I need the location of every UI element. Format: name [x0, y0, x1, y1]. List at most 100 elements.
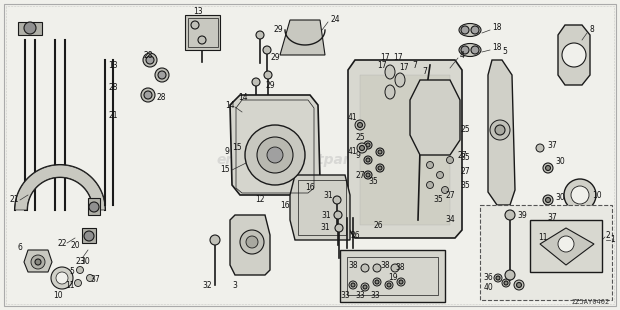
Text: ZZ5AY0402: ZZ5AY0402	[572, 299, 610, 305]
Circle shape	[536, 211, 544, 219]
Text: 6: 6	[17, 243, 22, 253]
Circle shape	[358, 122, 363, 127]
Bar	[347, 257, 438, 295]
Circle shape	[263, 46, 271, 54]
Text: 28: 28	[108, 83, 118, 92]
Circle shape	[364, 156, 372, 164]
Text: 29: 29	[265, 81, 275, 90]
Circle shape	[564, 179, 596, 211]
Circle shape	[376, 148, 384, 156]
Text: 31: 31	[321, 210, 331, 219]
Ellipse shape	[459, 43, 481, 56]
Polygon shape	[230, 95, 320, 195]
Circle shape	[56, 272, 68, 284]
Circle shape	[543, 163, 553, 173]
Text: 25: 25	[460, 126, 470, 135]
Circle shape	[158, 71, 166, 79]
Circle shape	[558, 236, 574, 252]
Text: 5: 5	[69, 268, 74, 277]
Polygon shape	[230, 215, 270, 275]
Text: 15: 15	[232, 144, 242, 153]
Polygon shape	[24, 250, 52, 272]
Text: 29: 29	[273, 25, 283, 34]
Text: 38: 38	[348, 260, 358, 269]
Circle shape	[505, 210, 515, 220]
Circle shape	[155, 68, 169, 82]
Circle shape	[471, 26, 479, 34]
Ellipse shape	[385, 65, 395, 79]
Circle shape	[543, 195, 553, 205]
Circle shape	[349, 281, 357, 289]
Text: 17: 17	[393, 52, 403, 61]
Text: 30: 30	[555, 157, 565, 166]
Polygon shape	[410, 80, 460, 155]
Circle shape	[378, 150, 382, 154]
Text: 37: 37	[90, 276, 100, 285]
Circle shape	[256, 31, 264, 39]
Circle shape	[74, 280, 81, 286]
Text: 7: 7	[423, 68, 427, 77]
Circle shape	[87, 274, 94, 281]
Text: 27: 27	[457, 150, 467, 160]
Polygon shape	[558, 25, 590, 85]
Circle shape	[267, 147, 283, 163]
Circle shape	[366, 173, 370, 177]
Text: 21: 21	[108, 110, 118, 119]
Text: 34: 34	[445, 215, 455, 224]
Circle shape	[198, 36, 206, 44]
Text: 26: 26	[350, 231, 360, 240]
Text: 30: 30	[555, 193, 565, 202]
Circle shape	[373, 278, 381, 286]
Circle shape	[514, 280, 524, 290]
Text: 41: 41	[347, 113, 357, 122]
Text: ereplacementparts.com: ereplacementparts.com	[217, 153, 403, 167]
Circle shape	[387, 283, 391, 287]
Text: 17: 17	[380, 52, 390, 61]
Circle shape	[257, 137, 293, 173]
Circle shape	[546, 166, 551, 171]
Text: 17: 17	[399, 64, 409, 73]
Polygon shape	[488, 60, 515, 205]
Circle shape	[373, 264, 381, 272]
Text: 16: 16	[280, 201, 290, 210]
Text: 13: 13	[108, 60, 118, 69]
Text: 11: 11	[65, 281, 75, 290]
Text: 16: 16	[305, 184, 315, 193]
Circle shape	[333, 196, 341, 204]
Circle shape	[427, 181, 433, 188]
Text: 30: 30	[80, 258, 90, 267]
Circle shape	[364, 141, 372, 149]
Text: 18: 18	[492, 43, 502, 52]
Text: 20: 20	[70, 241, 80, 250]
Circle shape	[351, 283, 355, 287]
Circle shape	[441, 187, 448, 193]
Circle shape	[360, 145, 365, 150]
Text: 8: 8	[590, 25, 595, 34]
Text: 26: 26	[373, 220, 383, 229]
Polygon shape	[290, 175, 350, 240]
Text: 19: 19	[388, 273, 398, 282]
Text: 9: 9	[224, 148, 229, 157]
Text: 13: 13	[193, 7, 203, 16]
Circle shape	[504, 281, 508, 285]
Circle shape	[361, 264, 369, 272]
Circle shape	[252, 78, 260, 86]
Text: 18: 18	[492, 24, 502, 33]
Circle shape	[146, 56, 154, 64]
Circle shape	[31, 255, 45, 269]
Text: 5: 5	[503, 47, 507, 56]
Circle shape	[210, 235, 220, 245]
Circle shape	[527, 233, 537, 243]
Text: 27: 27	[460, 167, 470, 176]
Circle shape	[334, 211, 342, 219]
Text: 10: 10	[592, 191, 602, 200]
Text: 29: 29	[270, 54, 280, 63]
Bar	[480, 205, 612, 300]
Text: 36: 36	[483, 272, 493, 281]
Text: 7: 7	[412, 60, 417, 69]
Circle shape	[143, 53, 157, 67]
Circle shape	[502, 279, 510, 287]
Bar	[360, 75, 450, 225]
Text: 40: 40	[484, 282, 494, 291]
Text: 22: 22	[57, 238, 67, 247]
